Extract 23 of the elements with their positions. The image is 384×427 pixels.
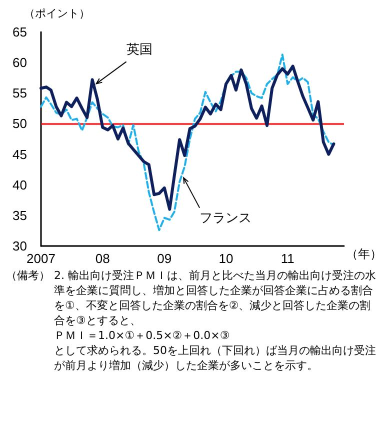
text: として求められる。50を上回れ（下回れ）ば当月の輸出向け受注が前月より増加（減少）した企業が多いことを示す。 [54,343,376,373]
x-axis-title: （年） [346,247,382,261]
y-tick-label: 40 [12,177,27,192]
x-tick-label: 09 [157,251,172,266]
x-tick-label: 11 [280,251,294,266]
y-tick-label: 45 [12,146,27,162]
text: 英国 [126,42,152,58]
line-series [40,54,335,232]
x-tick-label: 2007 [26,251,56,266]
y-axis-title: （ポイント） [24,7,90,20]
y-tick-label: 30 [12,238,27,254]
y-tick-label: 50 [12,116,27,132]
y-tick-label: 65 [12,24,27,40]
line-series [40,64,336,211]
text: 2. 輸出向け受注ＰＭＩは、前月と比べた当月の輸出向け受注の水準を企業に質問し、増加と回答した企業が回答企業に占める割合を①、不変と回答した企業の割合を②、減少と回答した企業の割合を③とすると、 [54,268,376,328]
series-label: フランス [200,210,252,226]
text: ＰＭＩ＝1.0×①＋0.5×②＋0.0×③ [54,328,231,343]
y-tick-label: 55 [12,86,27,101]
text: （備考） [6,268,50,284]
y-tick-label: 35 [12,208,27,223]
x-tick-label: 10 [218,251,234,266]
y-tick-label: 60 [12,55,27,70]
x-tick-label: 08 [95,251,110,266]
